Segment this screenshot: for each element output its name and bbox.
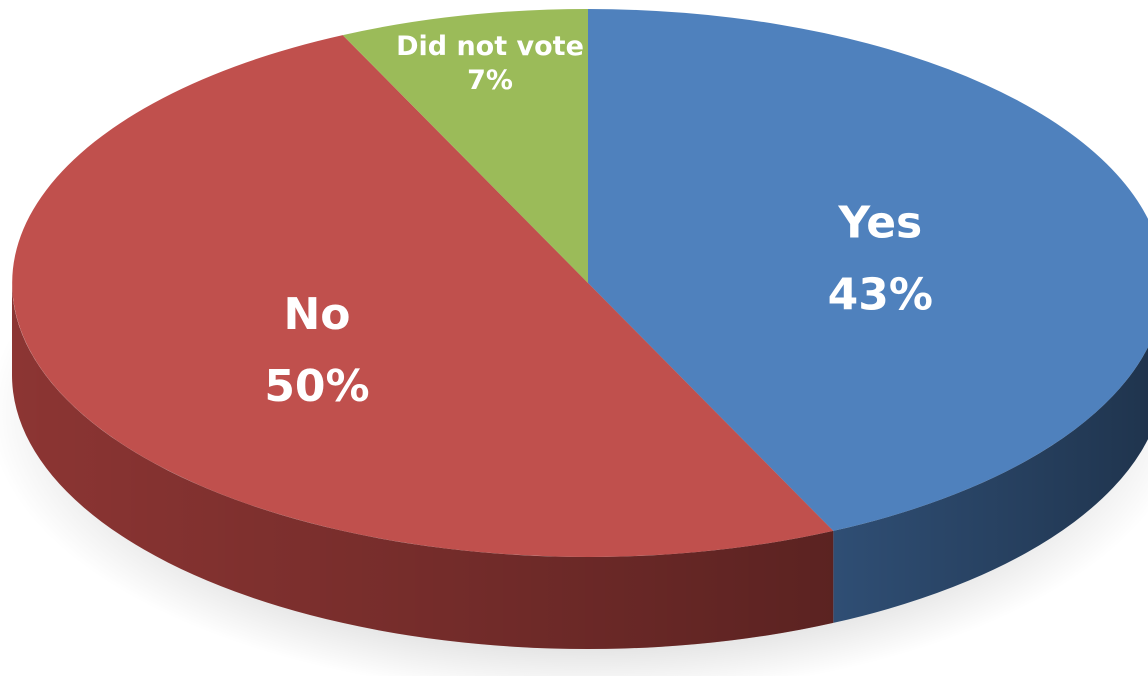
pie-slice-yes [588,9,1148,531]
slice-name-no: No [283,289,350,340]
pie-sides [12,283,1148,649]
pie-slice-did-not-vote [342,9,588,283]
slice-percent-no: 50% [264,361,369,412]
pie-side-shade-yes [833,347,1148,623]
slice-percent-did-not-vote: 7% [467,65,513,96]
pie-slice-no [12,35,834,557]
slice-name-did-not-vote: Did not vote [396,31,584,62]
pie-tops [12,9,1148,557]
slice-name-yes: Yes [837,197,922,248]
pie-side-shade-no [12,283,834,649]
slice-percent-yes: 43% [828,269,933,320]
